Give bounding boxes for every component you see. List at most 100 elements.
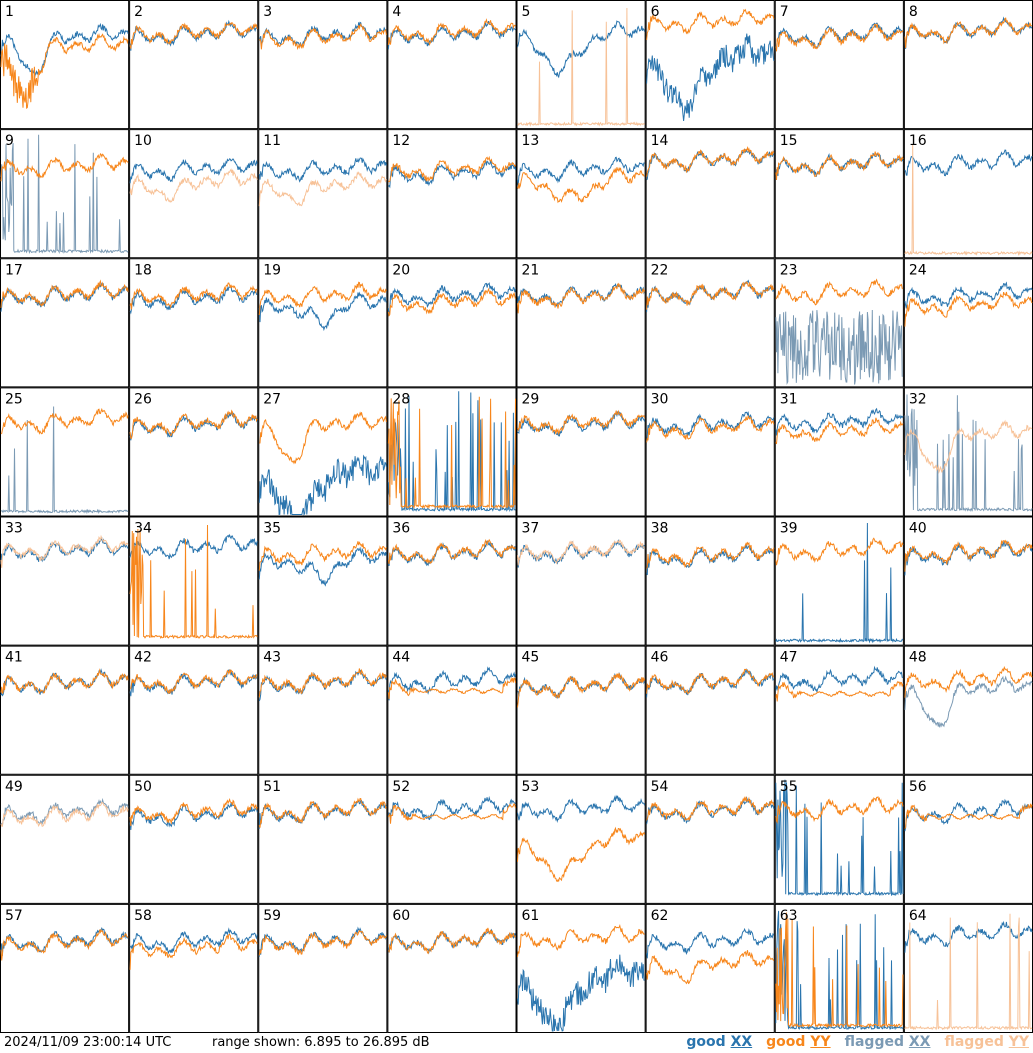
series-yy-good <box>646 541 775 569</box>
panel-1: 1 <box>0 0 130 130</box>
series-xx-good <box>129 533 258 560</box>
panel-label: 54 <box>651 779 669 795</box>
panel-44: 44 <box>387 645 517 775</box>
series-yy-good <box>387 802 516 824</box>
panel-label: 60 <box>392 908 410 924</box>
panel-frame <box>387 645 517 775</box>
series-yy-good <box>0 668 129 695</box>
panel-label: 59 <box>263 908 281 924</box>
series-yy-good <box>387 287 516 317</box>
panel-8: 8 <box>903 0 1033 130</box>
panel-frame <box>0 903 130 1033</box>
series-yy-good <box>904 17 1033 49</box>
series-yy-good <box>517 166 645 204</box>
panel-29: 29 <box>516 387 646 517</box>
panel-41: 41 <box>0 645 130 775</box>
panel-frame <box>516 258 646 388</box>
panel-21: 21 <box>516 258 646 388</box>
panel-58: 58 <box>129 903 259 1033</box>
panel-frame <box>516 0 646 130</box>
panel-frame <box>129 903 259 1033</box>
panel-frame <box>258 903 388 1033</box>
series-xx-good <box>517 20 646 79</box>
panel-32: 32 <box>903 387 1033 517</box>
panel-frame <box>903 0 1033 130</box>
legend-flagged-yy: flagged YY <box>944 1034 1029 1050</box>
panel-frame <box>903 516 1033 646</box>
series-xx-good <box>387 666 516 701</box>
panel-frame <box>387 516 517 646</box>
series-xx-good <box>387 20 516 50</box>
panel-frame <box>516 387 646 517</box>
panel-48: 48 <box>903 645 1033 775</box>
panel-31: 31 <box>774 387 904 517</box>
panel-5: 5 <box>516 0 646 130</box>
panel-frame <box>0 387 130 517</box>
series-yy-good <box>0 279 129 308</box>
series-yy-flagged <box>129 168 258 203</box>
panel-22: 22 <box>645 258 775 388</box>
panel-47: 47 <box>774 645 904 775</box>
panel-40: 40 <box>903 516 1033 646</box>
series-yy-good <box>904 291 1033 327</box>
panel-frame <box>0 129 130 259</box>
panel-frame <box>387 774 517 904</box>
panel-label: 28 <box>392 391 410 407</box>
panel-label: 32 <box>909 391 927 407</box>
series-yy-good <box>646 796 775 821</box>
panel-label: 2 <box>134 4 143 20</box>
panel-label: 8 <box>909 4 918 20</box>
series-yy-good <box>646 145 775 177</box>
panel-label: 9 <box>5 133 14 149</box>
series-yy-good <box>129 797 258 827</box>
series-xx-good <box>0 536 129 565</box>
panel-label: 20 <box>392 262 410 278</box>
panel-35: 35 <box>258 516 388 646</box>
panel-frame <box>516 645 646 775</box>
panel-frame <box>258 774 388 904</box>
panel-label: 52 <box>392 779 410 795</box>
panel-6: 6 <box>645 0 775 130</box>
panel-label: 50 <box>134 779 152 795</box>
series-yy-flagged <box>904 913 1033 1031</box>
series-yy-flagged <box>517 7 645 127</box>
series-yy-good <box>387 927 516 955</box>
panel-label: 11 <box>263 133 281 149</box>
panel-11: 11 <box>258 129 388 259</box>
panel-frame <box>645 258 775 388</box>
panel-frame <box>0 258 130 388</box>
series-yy-flagged <box>258 171 387 207</box>
panel-label: 41 <box>5 650 23 666</box>
series-yy-good <box>129 282 258 310</box>
panel-frame <box>258 645 388 775</box>
panel-label: 29 <box>522 391 540 407</box>
series-xx-flagged <box>0 134 129 255</box>
series-yy-good <box>258 23 387 51</box>
panel-13: 13 <box>516 129 646 259</box>
series-xx-good <box>517 156 645 186</box>
series-yy-good <box>387 538 516 565</box>
panel-9: 9 <box>0 129 130 259</box>
panel-label: 61 <box>522 908 540 924</box>
series-xx-good <box>258 21 387 47</box>
panel-label: 44 <box>392 650 410 666</box>
panel-label: 17 <box>5 262 23 278</box>
series-xx-flagged <box>775 309 903 385</box>
panel-label: 58 <box>134 908 152 924</box>
panel-18: 18 <box>129 258 259 388</box>
panel-frame <box>258 129 388 259</box>
panel-61: 61 <box>516 903 646 1033</box>
series-xx-good <box>258 291 387 332</box>
series-yy-good <box>775 417 904 445</box>
panel-label: 55 <box>780 779 798 795</box>
panel-17: 17 <box>0 258 130 388</box>
panel-26: 26 <box>129 387 259 517</box>
panel-label: 62 <box>651 908 669 924</box>
series-yy-good <box>259 411 387 465</box>
series-yy-good <box>775 151 904 181</box>
series-yy-good <box>775 912 904 1029</box>
panel-frame <box>0 0 130 130</box>
panel-10: 10 <box>129 129 259 259</box>
panel-label: 15 <box>780 133 798 149</box>
series-yy-good <box>904 803 1033 829</box>
